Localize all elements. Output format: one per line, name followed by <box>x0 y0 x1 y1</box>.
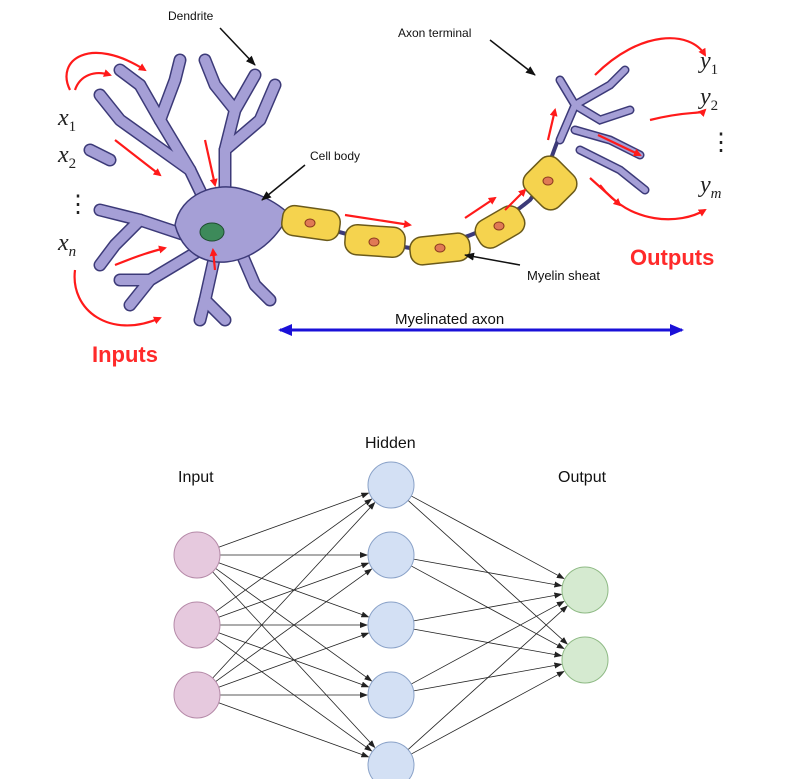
hidden-node-1 <box>367 461 415 509</box>
connection-hidden-4-to-output-0 <box>407 605 568 750</box>
nucleus <box>199 222 225 242</box>
biological-neuron-diagram: Dendrite Axon terminal Cell body Myelin … <box>57 9 733 367</box>
label-myelin-sheat: Myelin sheat <box>527 268 600 283</box>
layer-label-input: Input <box>178 469 214 486</box>
connection-input-0-to-hidden-0 <box>218 492 370 548</box>
output-node-1 <box>561 566 609 614</box>
axon-terminal-branches <box>555 65 650 195</box>
label-axon-terminal: Axon terminal <box>398 26 471 40</box>
input-x1: x1 <box>57 105 76 135</box>
input-x2: x2 <box>57 142 76 172</box>
connection-hidden-1-to-output-0 <box>413 558 563 588</box>
connection-input-2-to-hidden-1 <box>215 568 373 682</box>
label-cell-body: Cell body <box>310 149 360 163</box>
output-ym: ym <box>698 172 722 202</box>
network-connections <box>212 492 568 758</box>
network-nodes <box>173 461 609 779</box>
connection-input-2-to-hidden-0 <box>212 501 376 679</box>
input-ellipsis: ⋮ <box>66 192 90 218</box>
annotation-arrows <box>219 27 536 266</box>
connection-hidden-0-to-output-0 <box>411 495 565 580</box>
label-inputs: Inputs <box>92 342 158 367</box>
output-y2: y2 <box>698 84 718 114</box>
label-myelinated-axon: Myelinated axon <box>395 311 504 328</box>
cell-body <box>174 186 291 263</box>
connection-input-2-to-hidden-4 <box>218 702 370 758</box>
connection-input-2-to-hidden-2 <box>218 632 370 688</box>
connection-input-1-to-hidden-0 <box>215 498 373 612</box>
myelin-sheath-segments <box>280 155 578 266</box>
neural-network-diagram: Input Hidden Output <box>173 435 609 779</box>
output-y1: y1 <box>698 48 718 78</box>
label-dendrite: Dendrite <box>168 9 214 23</box>
connection-hidden-3-to-output-0 <box>411 600 565 685</box>
myelin-nodes <box>304 176 554 253</box>
hidden-node-5 <box>367 741 415 779</box>
connection-hidden-4-to-output-1 <box>411 670 565 755</box>
output-node-2 <box>561 636 609 684</box>
input-node-2 <box>173 601 221 649</box>
hidden-node-2 <box>367 531 415 579</box>
dendrites <box>83 53 282 327</box>
label-outputs: Outputs <box>630 245 714 270</box>
connection-hidden-2-to-output-0 <box>413 592 563 622</box>
layer-label-output: Output <box>558 469 607 486</box>
layer-label-hidden: Hidden <box>365 435 416 452</box>
hidden-node-4 <box>367 671 415 719</box>
hidden-node-3 <box>367 601 415 649</box>
output-ellipsis: ⋮ <box>709 130 733 156</box>
input-node-3 <box>173 671 221 719</box>
input-node-1 <box>173 531 221 579</box>
signal-arrows <box>65 37 707 327</box>
input-xn: xn <box>57 230 76 260</box>
